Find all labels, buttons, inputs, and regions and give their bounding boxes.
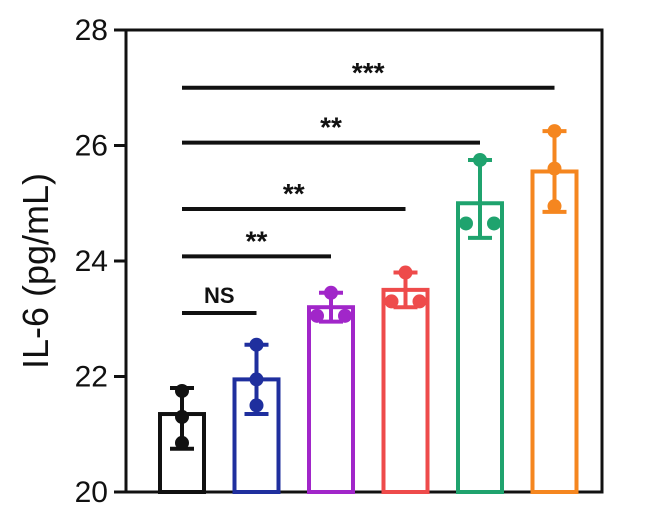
data-point <box>249 372 264 387</box>
data-point <box>249 337 264 352</box>
data-point <box>175 409 189 424</box>
data-point <box>412 294 427 309</box>
data-point <box>459 216 473 231</box>
bar-group <box>307 285 355 495</box>
data-point <box>310 308 324 323</box>
data-point <box>473 152 487 167</box>
significance-label: *** <box>352 57 385 88</box>
bar <box>307 305 355 495</box>
data-point <box>487 216 501 231</box>
data-point <box>547 124 562 139</box>
bar <box>530 169 579 495</box>
bar <box>158 412 206 495</box>
y-tick-label: 26 <box>75 130 108 163</box>
significance-bracket: NS <box>182 283 257 315</box>
data-point <box>338 308 352 323</box>
data-point <box>398 265 413 280</box>
data-point <box>249 398 264 413</box>
data-point <box>324 285 338 300</box>
significance-bracket: ** <box>182 178 406 212</box>
significance-label: ** <box>283 178 305 209</box>
y-tick-label: 20 <box>75 476 108 509</box>
data-point <box>175 435 189 450</box>
bar-group <box>381 265 430 494</box>
axes: 20 22 24 26 28 <box>75 14 604 509</box>
y-tick-label: 22 <box>75 361 108 394</box>
bar-group <box>158 383 206 495</box>
significance-label: NS <box>204 283 235 308</box>
bar-group <box>530 124 579 495</box>
significance-label: ** <box>246 225 268 256</box>
y-tick-label: 24 <box>75 245 108 278</box>
y-tick-label: 28 <box>75 14 108 47</box>
significance-label: ** <box>320 112 342 143</box>
significance-bracket: *** <box>182 57 555 90</box>
data-point <box>384 294 399 309</box>
significance-brackets: NS********* <box>182 57 555 315</box>
data-point <box>175 383 189 398</box>
significance-bracket: ** <box>182 225 331 259</box>
bars <box>158 124 579 495</box>
y-axis-label: IL-6 (pg/mL) <box>15 173 56 369</box>
data-point <box>547 161 562 176</box>
bar-group <box>456 152 504 494</box>
bar-group <box>232 337 281 495</box>
significance-bracket: ** <box>182 112 480 145</box>
bar <box>381 287 430 494</box>
data-point <box>547 199 562 214</box>
bar <box>456 201 504 494</box>
